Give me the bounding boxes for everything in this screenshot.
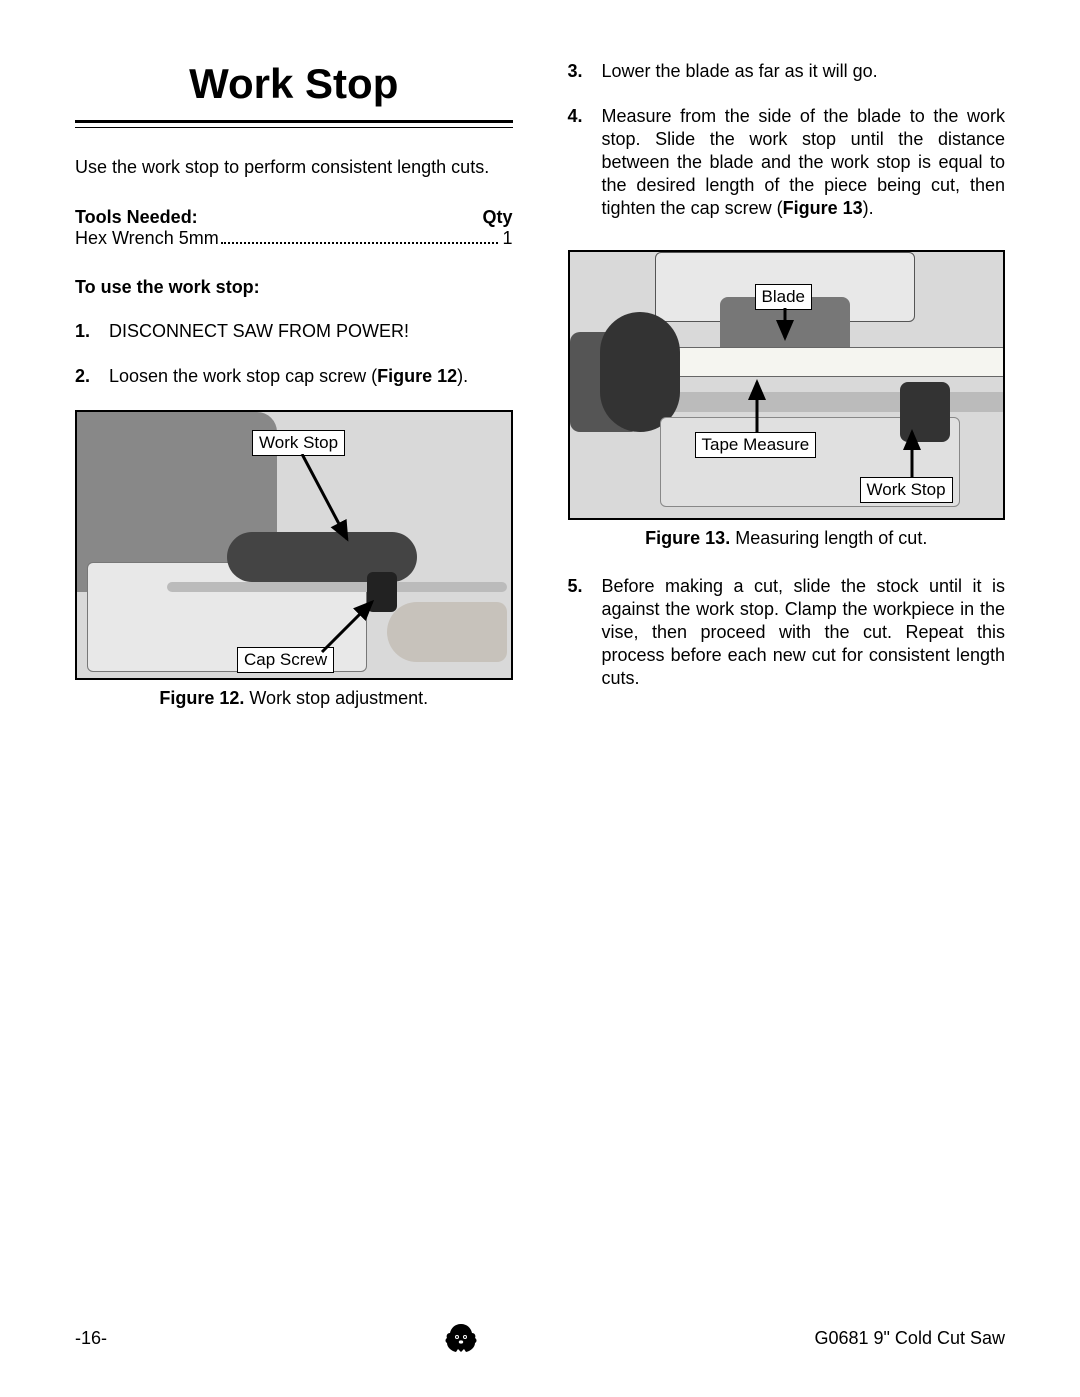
figure-12-caption: Figure 12. Work stop adjustment. — [75, 688, 513, 709]
fig12-arrow-capscrew — [317, 597, 397, 657]
figure-13-caption-bold: Figure 13. — [645, 528, 730, 548]
figure-13-caption-rest: Measuring length of cut. — [730, 528, 927, 548]
figure-13-caption: Figure 13. Measuring length of cut. — [568, 528, 1006, 549]
steps-left: DISCONNECT SAW FROM POWER! Loosen the wo… — [75, 320, 513, 388]
intro-text: Use the work stop to perform consistent … — [75, 156, 513, 179]
step-1: DISCONNECT SAW FROM POWER! — [75, 320, 513, 343]
figure-12-caption-bold: Figure 12. — [159, 688, 244, 708]
right-column: Lower the blade as far as it will go. Me… — [568, 60, 1006, 735]
fig13-arrow-tape — [745, 377, 775, 435]
page-number: -16- — [75, 1328, 107, 1349]
footer-doc-title: G0681 9" Cold Cut Saw — [814, 1328, 1005, 1349]
figure-12-caption-rest: Work stop adjustment. — [244, 688, 428, 708]
fig12-arrow-workstop — [292, 454, 362, 554]
step-2-pre: Loosen the work stop cap screw ( — [109, 366, 377, 386]
step-2-ref: Figure 12 — [377, 366, 457, 386]
qty-label: Qty — [482, 207, 512, 228]
tool-line: Hex Wrench 5mm 1 — [75, 228, 513, 249]
step-4-ref: Figure 13 — [783, 198, 863, 218]
figure-13: Blade Tape Measure Work Stop — [568, 250, 1006, 520]
fig13-label-tape: Tape Measure — [695, 432, 817, 458]
tool-name: Hex Wrench 5mm — [75, 228, 219, 249]
step-4: Measure from the side of the blade to th… — [568, 105, 1006, 220]
dot-leader — [221, 228, 499, 244]
procedure-heading: To use the work stop: — [75, 277, 513, 298]
figure-12: Work Stop Cap Screw — [75, 410, 513, 680]
step-2: Loosen the work stop cap screw (Figure 1… — [75, 365, 513, 388]
tool-qty: 1 — [502, 228, 512, 249]
step-4-post: ). — [863, 198, 874, 218]
tools-needed-label: Tools Needed: — [75, 207, 198, 228]
steps-right-b: Before making a cut, slide the stock unt… — [568, 575, 1006, 690]
step-5: Before making a cut, slide the stock unt… — [568, 575, 1006, 690]
page-footer: -16- G0681 9" Cold Cut Saw — [75, 1321, 1005, 1355]
steps-right-a: Lower the blade as far as it will go. Me… — [568, 60, 1006, 220]
step-3: Lower the blade as far as it will go. — [568, 60, 1006, 83]
fig13-arrow-workstop — [900, 427, 930, 479]
tools-heading-row: Tools Needed: Qty — [75, 207, 513, 228]
fig13-arrow-blade — [775, 308, 805, 348]
title-rule — [75, 120, 513, 128]
fig12-label-workstop: Work Stop — [252, 430, 345, 456]
section-title: Work Stop — [75, 60, 513, 108]
step-2-post: ). — [457, 366, 468, 386]
two-column-layout: Work Stop Use the work stop to perform c… — [75, 60, 1005, 735]
footer-logo-icon — [444, 1321, 478, 1355]
fig13-label-blade: Blade — [755, 284, 812, 310]
left-column: Work Stop Use the work stop to perform c… — [75, 60, 513, 735]
fig13-label-workstop: Work Stop — [860, 477, 953, 503]
